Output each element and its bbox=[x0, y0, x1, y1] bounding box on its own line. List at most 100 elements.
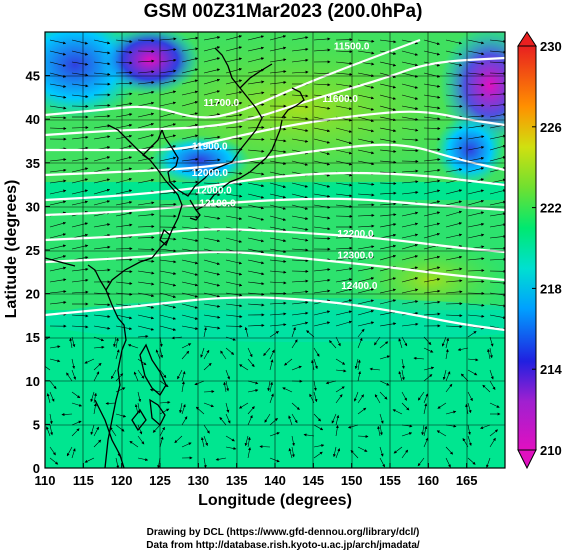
wind-arrow bbox=[93, 223, 111, 228]
wind-arrow bbox=[137, 59, 155, 63]
wind-arrow bbox=[71, 402, 83, 407]
wind-arrow bbox=[269, 138, 287, 143]
wind-arrow bbox=[357, 446, 368, 452]
wind-arrow bbox=[467, 279, 485, 283]
wind-arrow bbox=[379, 341, 389, 349]
wind-arrow bbox=[115, 235, 133, 239]
wind-arrow bbox=[467, 233, 485, 239]
x-tick-label: 135 bbox=[226, 473, 248, 488]
wind-arrow bbox=[379, 202, 397, 206]
wind-arrow bbox=[401, 83, 419, 89]
wind-arrow bbox=[313, 358, 318, 370]
wind-arrow bbox=[467, 83, 485, 87]
contour-label: 11900.0 bbox=[192, 142, 228, 153]
wind-arrow bbox=[423, 425, 428, 437]
wind-arrow bbox=[181, 134, 199, 140]
wind-arrow bbox=[181, 237, 199, 242]
wind-arrow bbox=[335, 358, 346, 365]
wind-arrow bbox=[335, 246, 353, 250]
wind-arrow bbox=[159, 202, 177, 206]
wind-arrow bbox=[269, 281, 287, 285]
wind-arrow bbox=[49, 345, 61, 349]
wind-arrow bbox=[291, 70, 309, 74]
wind-arrow bbox=[49, 424, 54, 436]
wind-arrow bbox=[71, 290, 89, 294]
wind-arrow bbox=[457, 347, 469, 351]
x-tick-label: 115 bbox=[73, 473, 94, 488]
wind-arrow bbox=[137, 325, 155, 331]
wind-arrow bbox=[401, 61, 419, 67]
wind-arrow bbox=[489, 314, 505, 320]
wind-arrow bbox=[467, 114, 485, 118]
wind-arrow bbox=[84, 457, 95, 463]
wind-arrow bbox=[66, 446, 73, 457]
wind-arrow bbox=[401, 288, 419, 294]
wind-arrow bbox=[335, 369, 347, 373]
wind-arrow bbox=[437, 402, 447, 409]
wind-arrow bbox=[423, 116, 441, 121]
wind-arrow bbox=[159, 314, 177, 320]
wind-arrow bbox=[357, 94, 375, 100]
wind-arrow bbox=[357, 72, 375, 78]
wind-arrow bbox=[313, 182, 331, 188]
wind-arrow bbox=[489, 223, 505, 228]
wind-arrow bbox=[467, 61, 485, 66]
wind-arrow bbox=[269, 160, 287, 165]
wind-arrow bbox=[379, 322, 397, 327]
x-tick-label: 160 bbox=[417, 473, 439, 488]
wind-arrow bbox=[357, 359, 361, 371]
wind-arrow bbox=[357, 182, 375, 186]
wind-arrow bbox=[159, 347, 164, 359]
wind-arrow bbox=[357, 105, 375, 111]
wind-arrow bbox=[423, 211, 441, 217]
wind-arrow bbox=[445, 50, 463, 56]
y-tick-label: 40 bbox=[26, 112, 40, 127]
wind-arrow bbox=[137, 224, 155, 228]
wind-arrow bbox=[115, 200, 133, 206]
wind-arrow bbox=[49, 94, 67, 99]
wind-arrow bbox=[445, 314, 463, 318]
wind-arrow bbox=[377, 425, 381, 437]
wind-arrow bbox=[401, 180, 419, 184]
wind-arrow bbox=[49, 39, 67, 45]
wind-arrow bbox=[445, 255, 463, 261]
wind-arrow bbox=[357, 328, 365, 338]
wind-arrow bbox=[401, 211, 419, 217]
wind-arrow bbox=[303, 433, 315, 437]
wind-arrow bbox=[137, 247, 155, 251]
contour-label: 12400.0 bbox=[341, 281, 378, 292]
wind-arrow bbox=[357, 116, 375, 123]
wind-arrow bbox=[181, 381, 185, 393]
wind-arrow bbox=[445, 290, 463, 294]
wind-arrow bbox=[49, 413, 53, 425]
wind-arrow bbox=[357, 299, 375, 305]
wind-arrow bbox=[247, 80, 265, 85]
wind-arrow bbox=[203, 182, 221, 186]
wind-arrow bbox=[313, 105, 331, 110]
wind-arrow bbox=[423, 393, 429, 404]
wind-arrow bbox=[313, 138, 331, 144]
wind-arrow bbox=[423, 289, 441, 294]
wind-arrow bbox=[93, 314, 111, 319]
x-tick-label: 150 bbox=[341, 473, 363, 488]
wind-arrow bbox=[203, 78, 221, 85]
wind-arrow bbox=[291, 94, 309, 98]
wind-arrow bbox=[335, 394, 343, 404]
wind-arrow bbox=[401, 277, 419, 283]
wind-arrow bbox=[489, 92, 505, 96]
wind-arrow bbox=[467, 457, 476, 465]
wind-arrow bbox=[357, 309, 375, 316]
wind-arrow bbox=[93, 392, 97, 404]
wind-arrow bbox=[357, 407, 367, 415]
wind-arrow bbox=[482, 384, 491, 393]
wind-arrow bbox=[71, 278, 89, 283]
wind-arrow bbox=[159, 436, 164, 448]
wind-arrow bbox=[269, 349, 275, 360]
wind-arrow bbox=[159, 369, 167, 379]
wind-arrow bbox=[313, 413, 322, 422]
wind-arrow bbox=[489, 144, 505, 151]
wind-arrow bbox=[93, 336, 105, 342]
wind-arrow bbox=[247, 137, 265, 141]
wind-arrow bbox=[225, 402, 230, 413]
